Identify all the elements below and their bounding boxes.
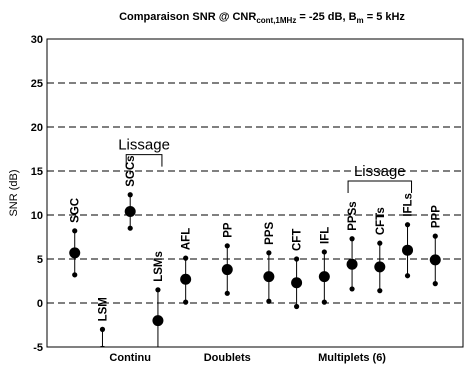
mean-marker [99,345,106,347]
point-label: PPSs [347,201,359,230]
x-group-label: Multiplets (6) [318,352,386,364]
error-bar-high [266,250,272,256]
error-bar-high [294,256,300,262]
annotation-text: Lissage [118,137,170,154]
annotations: Lissage Lissage [118,137,413,193]
y-tick-label: 30 [31,34,43,46]
y-tick-label: 25 [31,78,43,90]
error-bar-low [349,286,355,292]
error-bar-high [155,287,161,293]
data-point-sgcs: SGCs [124,155,137,231]
data-point-lsm: LSM [97,297,109,376]
y-axis-label: SNR (dB) [8,169,20,216]
data-point-ifls: IFLs [402,193,415,279]
error-bar-high [224,243,230,249]
error-bar-high [377,240,383,246]
point-label: PPP [430,205,442,228]
mean-marker [221,264,233,276]
mean-marker [124,205,136,217]
error-bar-high [72,228,78,234]
error-bar-high [321,249,327,255]
mean-marker [402,244,414,256]
y-axis-ticks: -5 0 5 10 15 20 25 30 [31,34,52,354]
data-point-sgc: SGC [69,198,82,278]
x-group-label: Doublets [204,352,251,364]
grid-lines [47,82,463,304]
data-point-ppss: PPSs [346,201,359,292]
x-group-label: Continu [109,352,151,364]
error-bar-low [127,225,133,231]
error-bar-low [377,288,383,294]
error-bar-low [155,349,160,354]
error-bar-high [432,233,438,239]
error-bar-low [266,298,272,304]
annotation-lissage: Lissage [347,163,413,193]
bracket [125,154,163,167]
error-bar-low [404,273,411,279]
data-point-ppp: PPP [429,205,442,287]
y-tick-label: 20 [31,122,43,134]
data-point-cft: CFT [291,229,304,310]
mean-marker [374,261,386,273]
point-label: SGCs [125,155,137,186]
error-bar-low [100,371,105,376]
mean-marker [429,254,441,266]
error-bar-low [294,303,300,310]
data-point-lsms: LSMs [152,251,165,354]
mean-marker [263,271,275,283]
point-label: PP [222,222,234,238]
error-bar-low [183,299,189,305]
error-bar-high [183,255,189,261]
y-tick-label: 5 [37,254,43,266]
error-bar-low [224,290,230,296]
chart-title: Comparaison SNR @ CNRcont,1MHz = -25 dB,… [119,11,405,25]
bracket [347,180,413,193]
point-label: PPS [264,221,276,244]
point-label: IFL [319,227,331,244]
mean-marker [180,273,192,285]
mean-marker [318,271,330,283]
error-bar-high [404,222,411,228]
point-label: CFTs [375,207,387,235]
error-bar-high [127,192,133,198]
annotation-lissage: Lissage [118,137,170,167]
point-label: IFLs [403,193,415,217]
x-group-labels: Continu Doublets Multiplets (6) [109,352,386,364]
annotation-text: Lissage [354,163,406,180]
data-point-pp: PP [221,222,234,296]
point-label: AFL [181,228,193,250]
y-tick-label: -5 [33,342,43,354]
mean-marker [291,277,303,289]
data-point-pps: PPS [263,221,276,304]
error-bar-low [72,272,78,278]
data-points: SGC LSM SGCs LSMs AFL PP PPS CFT IFL PPSs CFTs IFLs… [69,155,442,376]
data-point-cfts: CFTs [374,207,387,294]
plot-frame [46,38,464,348]
error-bar-low [432,281,438,287]
point-label: LSMs [153,251,165,282]
error-bar-low [321,299,327,305]
y-tick-label: 10 [31,210,43,222]
mean-marker [346,258,358,270]
data-point-ifl: IFL [318,227,331,305]
mean-marker [152,315,164,327]
error-bar-high [99,326,106,332]
point-label: CFT [292,229,304,251]
data-point-afl: AFL [180,228,193,305]
point-label: LSM [97,297,109,321]
y-tick-label: 15 [31,166,43,178]
mean-marker [69,247,81,259]
y-tick-label: 0 [37,298,43,310]
point-label: SGC [70,198,82,223]
error-bar-high [349,236,355,242]
